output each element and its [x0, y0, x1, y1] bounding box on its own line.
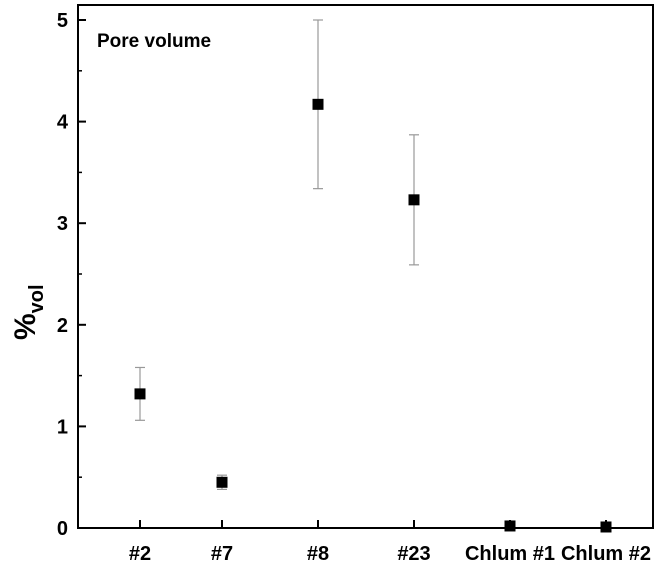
x-axis: #2 #7 #8 #23 Chlum #1 Chlum #2 — [129, 520, 651, 565]
data-point — [312, 98, 324, 110]
y-tick-label: 5 — [57, 10, 68, 32]
y-tick-label: 4 — [57, 112, 69, 134]
chart-annotation: Pore volume — [97, 31, 211, 52]
y-tick-label: 1 — [57, 416, 68, 438]
y-axis: 0 1 2 3 4 5 — [57, 10, 86, 540]
y-axis-label-main: % — [9, 313, 42, 340]
x-tick-label: Chlum #1 — [465, 543, 555, 565]
data-point — [504, 520, 516, 532]
data-point — [408, 194, 420, 206]
y-tick-label: 3 — [57, 213, 68, 235]
error-bars — [135, 19, 419, 490]
y-tick-label: 2 — [57, 315, 68, 337]
x-tick-label: #7 — [211, 543, 233, 565]
plot-frame — [77, 4, 654, 529]
x-tick-label: #23 — [397, 543, 430, 565]
y-tick-label: 0 — [57, 518, 68, 540]
data-point — [600, 521, 612, 533]
x-tick-label: #2 — [129, 543, 151, 565]
y-axis-label-subscript: vol — [26, 284, 48, 313]
data-point — [134, 388, 146, 400]
x-tick-label: #8 — [307, 543, 329, 565]
data-point — [216, 476, 228, 488]
y-axis-label: %vol — [9, 284, 48, 340]
data-points — [134, 98, 612, 533]
x-tick-label: Chlum #2 — [561, 543, 651, 565]
